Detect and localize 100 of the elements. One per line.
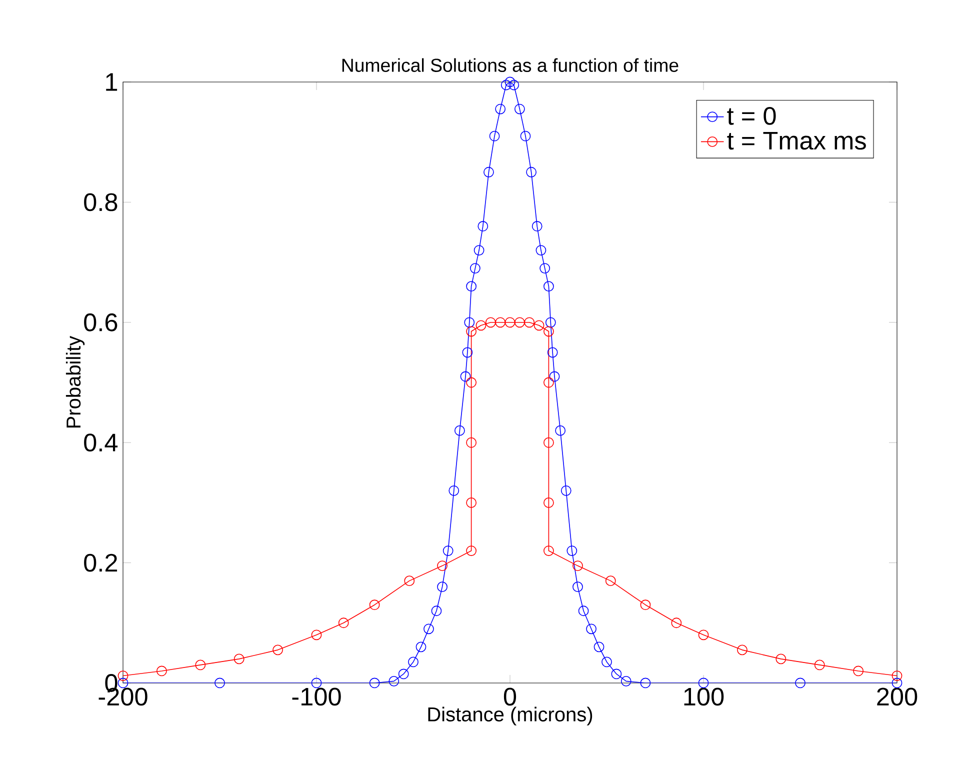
point bbox=[545, 317, 556, 328]
point bbox=[388, 676, 400, 686]
point bbox=[424, 624, 434, 634]
point bbox=[640, 678, 651, 688]
point bbox=[520, 130, 531, 142]
point bbox=[404, 576, 415, 586]
point bbox=[476, 320, 486, 331]
chart-title: Numerical Solutions as a function of time bbox=[342, 58, 678, 72]
point bbox=[566, 546, 578, 556]
point bbox=[526, 166, 536, 178]
point bbox=[814, 660, 825, 670]
point bbox=[466, 546, 477, 556]
point bbox=[338, 618, 349, 628]
point bbox=[698, 678, 709, 688]
point bbox=[466, 437, 477, 448]
point bbox=[594, 642, 604, 652]
point bbox=[544, 437, 554, 448]
y-tick-label: 0.4 bbox=[84, 434, 118, 452]
point bbox=[437, 560, 448, 571]
point bbox=[853, 666, 864, 676]
point bbox=[485, 317, 496, 328]
point bbox=[454, 425, 465, 436]
legend-label: t = Tmax ms bbox=[727, 132, 866, 150]
point bbox=[437, 582, 448, 592]
point bbox=[514, 104, 525, 114]
x-tick-label: 100 bbox=[684, 688, 724, 706]
point bbox=[605, 576, 616, 586]
point bbox=[892, 670, 902, 681]
point bbox=[369, 678, 380, 688]
point bbox=[555, 425, 566, 436]
point bbox=[311, 630, 322, 640]
point bbox=[118, 670, 128, 681]
point bbox=[620, 676, 632, 686]
x-axis-title: Distance (microns) bbox=[428, 706, 592, 726]
point bbox=[464, 317, 475, 328]
point bbox=[544, 377, 554, 388]
point bbox=[466, 497, 477, 508]
point bbox=[776, 654, 786, 664]
point bbox=[540, 263, 550, 274]
point bbox=[524, 317, 535, 328]
point bbox=[466, 377, 477, 388]
point bbox=[578, 606, 589, 616]
point bbox=[737, 644, 748, 656]
x-tick-label: 0 bbox=[504, 688, 516, 706]
point bbox=[640, 600, 651, 610]
y-tick-label: 0.2 bbox=[84, 554, 118, 572]
point bbox=[572, 582, 583, 592]
point bbox=[118, 678, 128, 688]
point bbox=[462, 347, 473, 358]
point bbox=[442, 546, 454, 556]
y-tick-label: 0.8 bbox=[84, 193, 118, 212]
x-tick-label: 200 bbox=[877, 688, 918, 706]
point bbox=[532, 221, 542, 232]
point bbox=[398, 668, 409, 680]
point bbox=[272, 644, 284, 656]
point bbox=[549, 371, 560, 382]
point bbox=[536, 245, 546, 256]
point bbox=[544, 281, 554, 292]
point bbox=[311, 678, 322, 688]
point bbox=[602, 656, 612, 668]
y-axis-title: Probability bbox=[66, 336, 85, 428]
point bbox=[560, 485, 572, 496]
point bbox=[572, 560, 583, 571]
point bbox=[470, 263, 480, 274]
point bbox=[611, 668, 622, 680]
point bbox=[489, 130, 500, 142]
point bbox=[795, 678, 806, 688]
point bbox=[431, 606, 442, 616]
point bbox=[416, 642, 426, 652]
point bbox=[448, 485, 460, 496]
point bbox=[484, 166, 494, 178]
point bbox=[698, 630, 709, 640]
point bbox=[408, 656, 418, 668]
point bbox=[547, 347, 558, 358]
point bbox=[514, 317, 525, 328]
point bbox=[544, 326, 554, 337]
point bbox=[369, 600, 380, 610]
point bbox=[500, 80, 512, 90]
y-tick-label: 1 bbox=[106, 73, 118, 91]
x-tick-label: -100 bbox=[292, 688, 341, 706]
point bbox=[460, 371, 471, 382]
point bbox=[508, 80, 520, 90]
point bbox=[466, 281, 477, 292]
y-tick-label: 0.6 bbox=[84, 313, 118, 332]
point bbox=[544, 497, 554, 508]
point bbox=[466, 326, 477, 337]
point bbox=[495, 104, 506, 114]
point bbox=[478, 221, 488, 232]
point bbox=[534, 320, 544, 331]
point bbox=[214, 678, 225, 688]
point bbox=[892, 678, 902, 688]
point bbox=[474, 245, 484, 256]
point bbox=[586, 624, 596, 634]
point bbox=[671, 618, 682, 628]
point bbox=[504, 317, 516, 328]
point bbox=[544, 546, 554, 556]
point bbox=[234, 654, 244, 664]
point bbox=[504, 76, 516, 88]
point bbox=[495, 317, 506, 328]
point bbox=[195, 660, 206, 670]
